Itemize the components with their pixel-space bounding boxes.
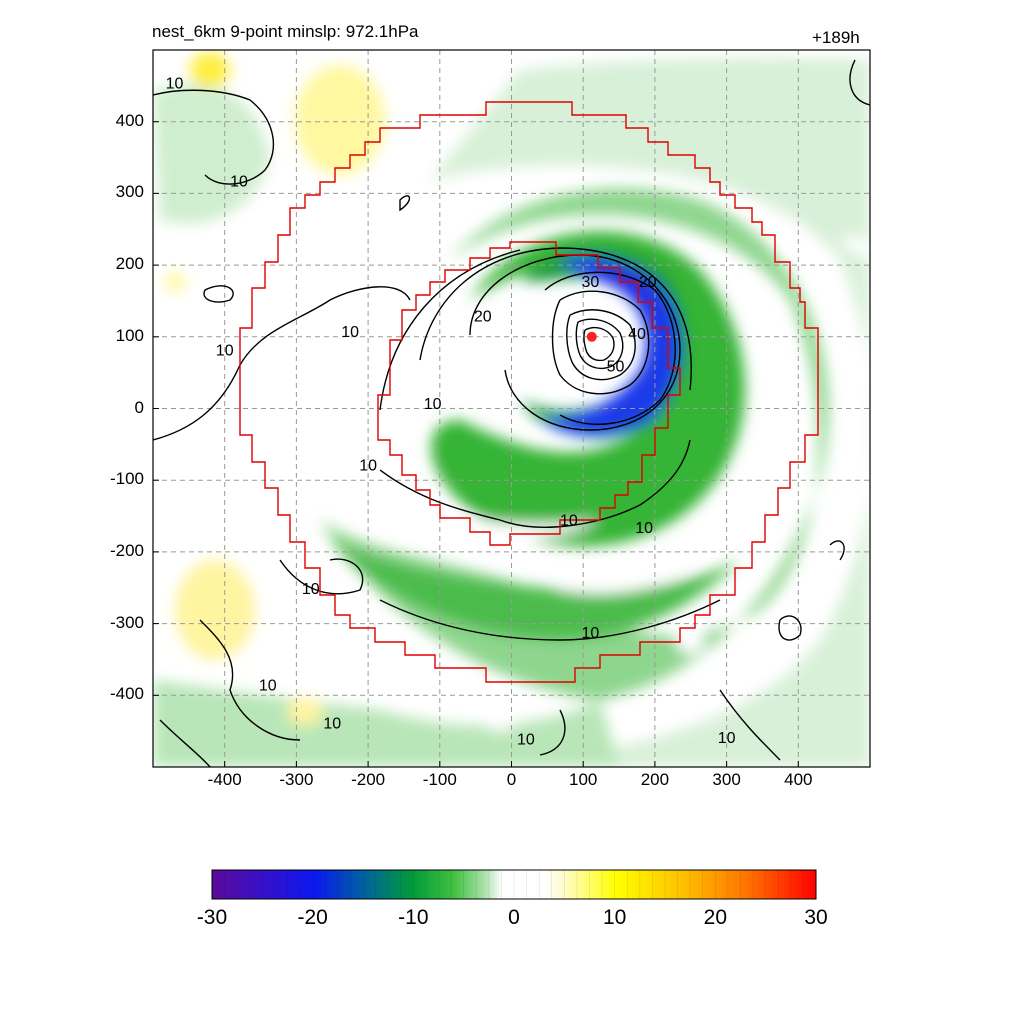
contour-label: 10 [581,625,599,642]
x-tick-label: -200 [351,770,386,789]
x-tick-label: 400 [784,770,813,789]
colorbar-tick-label: 0 [508,906,520,929]
contour-label: 10 [341,324,359,341]
contour-label: 10 [302,581,320,598]
colorbar-tick-label: -30 [196,906,228,929]
x-tick-label: 0 [506,770,517,789]
colorbar [211,869,817,900]
y-tick-label: -400 [109,684,144,704]
contour-label: 10 [230,173,248,190]
colorbar-tick-label: 20 [703,906,727,929]
contour-label: 10 [216,343,234,360]
axis-ticks [153,121,799,767]
colorbar-separators [224,870,804,899]
contour-label: 10 [635,520,653,537]
y-tick-label: 100 [115,325,144,345]
contour-label: 10 [517,731,535,748]
x-tick-label: -300 [279,770,314,789]
colorbar-tick-label: -20 [297,906,328,929]
contour-label: 50 [607,358,625,375]
nest-boundaries [239,101,819,683]
contour-label: 40 [628,326,646,343]
storm-center-marker [586,331,597,342]
contour-label: 30 [581,274,599,291]
contour-label: 10 [359,457,377,474]
contour-label: 20 [639,274,657,291]
contour-lines [153,59,870,767]
x-tick-label: 100 [569,770,598,789]
contour-label: 20 [474,308,492,325]
outer-nest-boundary [239,101,819,683]
y-tick-label: -100 [109,469,144,489]
forecast-hour: +189h [812,28,860,47]
x-tick-label: 200 [640,770,670,789]
colorbar-tick-label: 10 [602,906,627,929]
colorbar-tick-label: 30 [804,906,828,929]
x-tick-label: 300 [712,770,741,789]
x-tick-label: -100 [422,770,457,789]
contour-label: 10 [718,730,736,747]
y-tick-label: 400 [115,110,144,130]
contour-label: 10 [166,75,184,92]
y-tick-label: 0 [134,397,144,417]
contour-label: 10 [259,678,277,695]
inner-nest-boundary [377,241,681,546]
y-tick-label: -300 [109,612,144,632]
chart-title: nest_6km 9-point minslp: 972.1hPa [152,22,419,41]
contour-label: 10 [323,716,341,733]
x-tick-label: -400 [207,770,242,789]
colorbar-tick-label: -10 [398,906,429,929]
contour-label: 10 [560,513,578,530]
y-tick-label: 300 [115,182,144,202]
y-tick-label: -200 [109,540,144,560]
contour-label: 10 [424,396,442,413]
y-tick-label: 200 [115,254,144,274]
